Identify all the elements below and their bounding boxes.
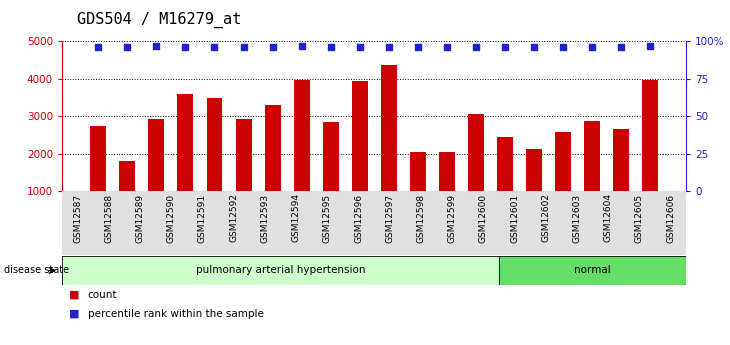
Bar [468, 114, 484, 191]
Text: GSM12592: GSM12592 [229, 194, 238, 243]
Text: GSM12591: GSM12591 [198, 194, 207, 243]
Point [180, 45, 191, 50]
Text: GSM12590: GSM12590 [166, 194, 176, 243]
Text: GSM12594: GSM12594 [291, 194, 301, 243]
Bar [236, 119, 252, 191]
Bar [323, 122, 339, 191]
Text: GSM12596: GSM12596 [354, 194, 363, 243]
Text: GSM12606: GSM12606 [666, 194, 675, 243]
Point [499, 45, 510, 50]
Bar [264, 105, 280, 191]
Text: GSM12588: GSM12588 [104, 194, 113, 243]
Bar [410, 152, 426, 191]
Point [93, 45, 104, 50]
Bar [555, 132, 571, 191]
Text: GSM12602: GSM12602 [541, 194, 550, 243]
Point [354, 45, 366, 50]
Point [150, 43, 162, 49]
Point [383, 45, 394, 50]
Bar [526, 149, 542, 191]
Point [586, 45, 598, 50]
Point [238, 45, 250, 50]
Bar [439, 152, 455, 191]
Point [266, 45, 278, 50]
Point [296, 43, 307, 49]
Text: normal: normal [575, 266, 611, 275]
Text: GSM12604: GSM12604 [604, 194, 612, 243]
Text: ■: ■ [69, 290, 80, 300]
Point [325, 45, 337, 50]
Point [615, 45, 626, 50]
Bar [62, 256, 499, 285]
Bar [293, 80, 310, 191]
Point [209, 45, 220, 50]
Bar [120, 161, 135, 191]
Point [644, 43, 656, 49]
Point [528, 45, 539, 50]
Text: GSM12603: GSM12603 [572, 194, 582, 243]
Text: GSM12597: GSM12597 [385, 194, 394, 243]
Bar [177, 93, 193, 191]
Text: GSM12600: GSM12600 [479, 194, 488, 243]
Bar [584, 121, 600, 191]
Bar [207, 98, 223, 191]
Text: GSM12589: GSM12589 [136, 194, 145, 243]
Bar [148, 119, 164, 191]
Text: ■: ■ [69, 309, 80, 319]
Bar [352, 81, 368, 191]
Text: percentile rank within the sample: percentile rank within the sample [88, 309, 264, 319]
Text: GSM12587: GSM12587 [73, 194, 82, 243]
Point [557, 45, 569, 50]
Text: GSM12598: GSM12598 [416, 194, 426, 243]
Bar [613, 129, 629, 191]
Point [412, 45, 423, 50]
Bar [642, 80, 658, 191]
Bar [380, 66, 396, 191]
Text: disease state: disease state [4, 266, 69, 275]
Bar [499, 256, 686, 285]
Text: GSM12599: GSM12599 [447, 194, 457, 243]
Bar [91, 126, 107, 191]
Bar [496, 137, 512, 191]
Text: GSM12605: GSM12605 [635, 194, 644, 243]
Text: GSM12601: GSM12601 [510, 194, 519, 243]
Text: count: count [88, 290, 117, 300]
Point [470, 45, 482, 50]
Text: GSM12595: GSM12595 [323, 194, 332, 243]
Text: pulmonary arterial hypertension: pulmonary arterial hypertension [196, 266, 365, 275]
Text: GSM12593: GSM12593 [261, 194, 269, 243]
Text: GDS504 / M16279_at: GDS504 / M16279_at [77, 11, 241, 28]
Point [441, 45, 453, 50]
Point [122, 45, 134, 50]
